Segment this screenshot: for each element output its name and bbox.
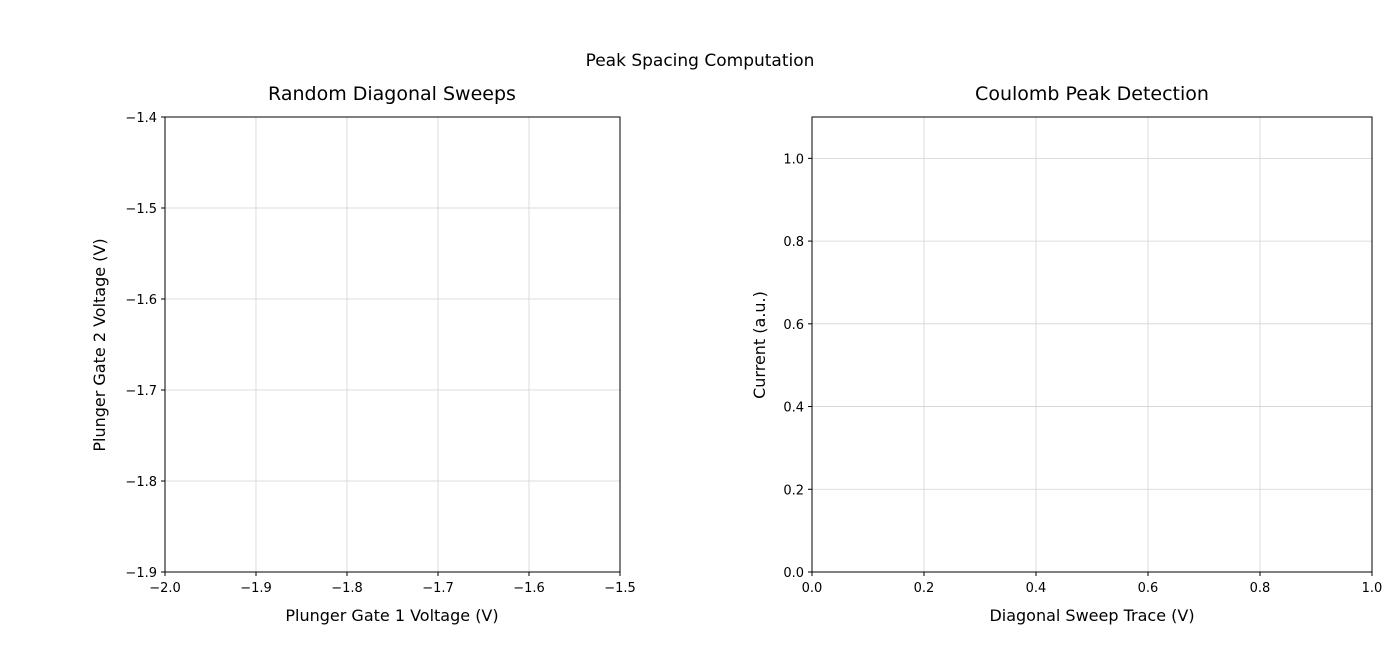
right-chart-x-tick-label: 1.0 <box>1362 581 1383 596</box>
right-chart-y-tick-label: 0.0 <box>783 566 804 581</box>
right-chart-x-tick-label: 0.2 <box>914 581 935 596</box>
left-chart-x-tick-label: −1.9 <box>240 581 272 596</box>
right-chart-y-tick-label: 0.2 <box>783 483 804 498</box>
right-chart-frame <box>811 116 1373 573</box>
right-chart-y-tick-label: 0.8 <box>783 235 804 250</box>
left-chart-frame <box>164 116 621 573</box>
right-chart-y-ticks: 0.0 0.2 0.4 0.6 0.8 1.0 <box>783 152 812 581</box>
right-chart-title: Coulomb Peak Detection <box>975 83 1209 105</box>
right-chart-y-tick-label: 0.4 <box>783 401 804 416</box>
left-chart-x-ticks: −2.0 −1.9 −1.8 −1.7 −1.6 −1.5 <box>149 572 636 596</box>
left-chart-y-tick-label: −1.6 <box>125 293 157 308</box>
left-chart-x-tick-label: −1.5 <box>604 581 636 596</box>
right-chart-x-tick-label: 0.8 <box>1250 581 1271 596</box>
left-chart-x-axis-label: Plunger Gate 1 Voltage (V) <box>285 606 498 625</box>
left-chart-title: Random Diagonal Sweeps <box>268 83 516 105</box>
right-chart-x-tick-label: 0.6 <box>1138 581 1159 596</box>
left-chart-y-tick-label: −1.9 <box>125 566 157 581</box>
right-chart-y-axis-label: Current (a.u.) <box>750 291 769 399</box>
left-chart-y-tick-label: −1.5 <box>125 202 157 217</box>
right-chart-grid <box>811 117 1373 573</box>
right-chart-y-tick-label: 0.6 <box>783 318 804 333</box>
left-chart-x-tick-label: −1.8 <box>331 581 363 596</box>
left-chart-y-tick-label: −1.7 <box>125 384 157 399</box>
right-chart-panel: Coulomb Peak Detection 0.0 0.2 0.4 0.6 0.8 1.… <box>750 83 1382 625</box>
left-chart-y-tick-label: −1.8 <box>125 475 157 490</box>
left-chart-x-tick-label: −1.6 <box>513 581 545 596</box>
left-chart-x-tick-label: −1.7 <box>422 581 454 596</box>
right-chart-y-tick-label: 1.0 <box>783 152 804 167</box>
right-chart-x-axis-label: Diagonal Sweep Trace (V) <box>989 606 1194 625</box>
figure-suptitle: Peak Spacing Computation <box>586 51 815 71</box>
left-chart-y-tick-label: −1.4 <box>125 111 157 126</box>
left-chart-panel: Random Diagonal Sweeps −2.0 −1.9 −1.8 −1.7−… <box>90 83 636 625</box>
left-chart-grid <box>164 116 621 573</box>
right-chart-x-tick-label: 0.0 <box>802 581 823 596</box>
right-chart-x-ticks: 0.0 0.2 0.4 0.6 0.8 1.0 <box>802 572 1383 596</box>
left-chart-x-tick-label: −2.0 <box>149 581 181 596</box>
left-chart-y-axis-label: Plunger Gate 2 Voltage (V) <box>90 238 109 451</box>
right-chart-x-tick-label: 0.4 <box>1026 581 1047 596</box>
left-chart-y-ticks: −1.9 −1.8 −1.7 −1.6 −1.5 −1.4 <box>125 111 165 581</box>
